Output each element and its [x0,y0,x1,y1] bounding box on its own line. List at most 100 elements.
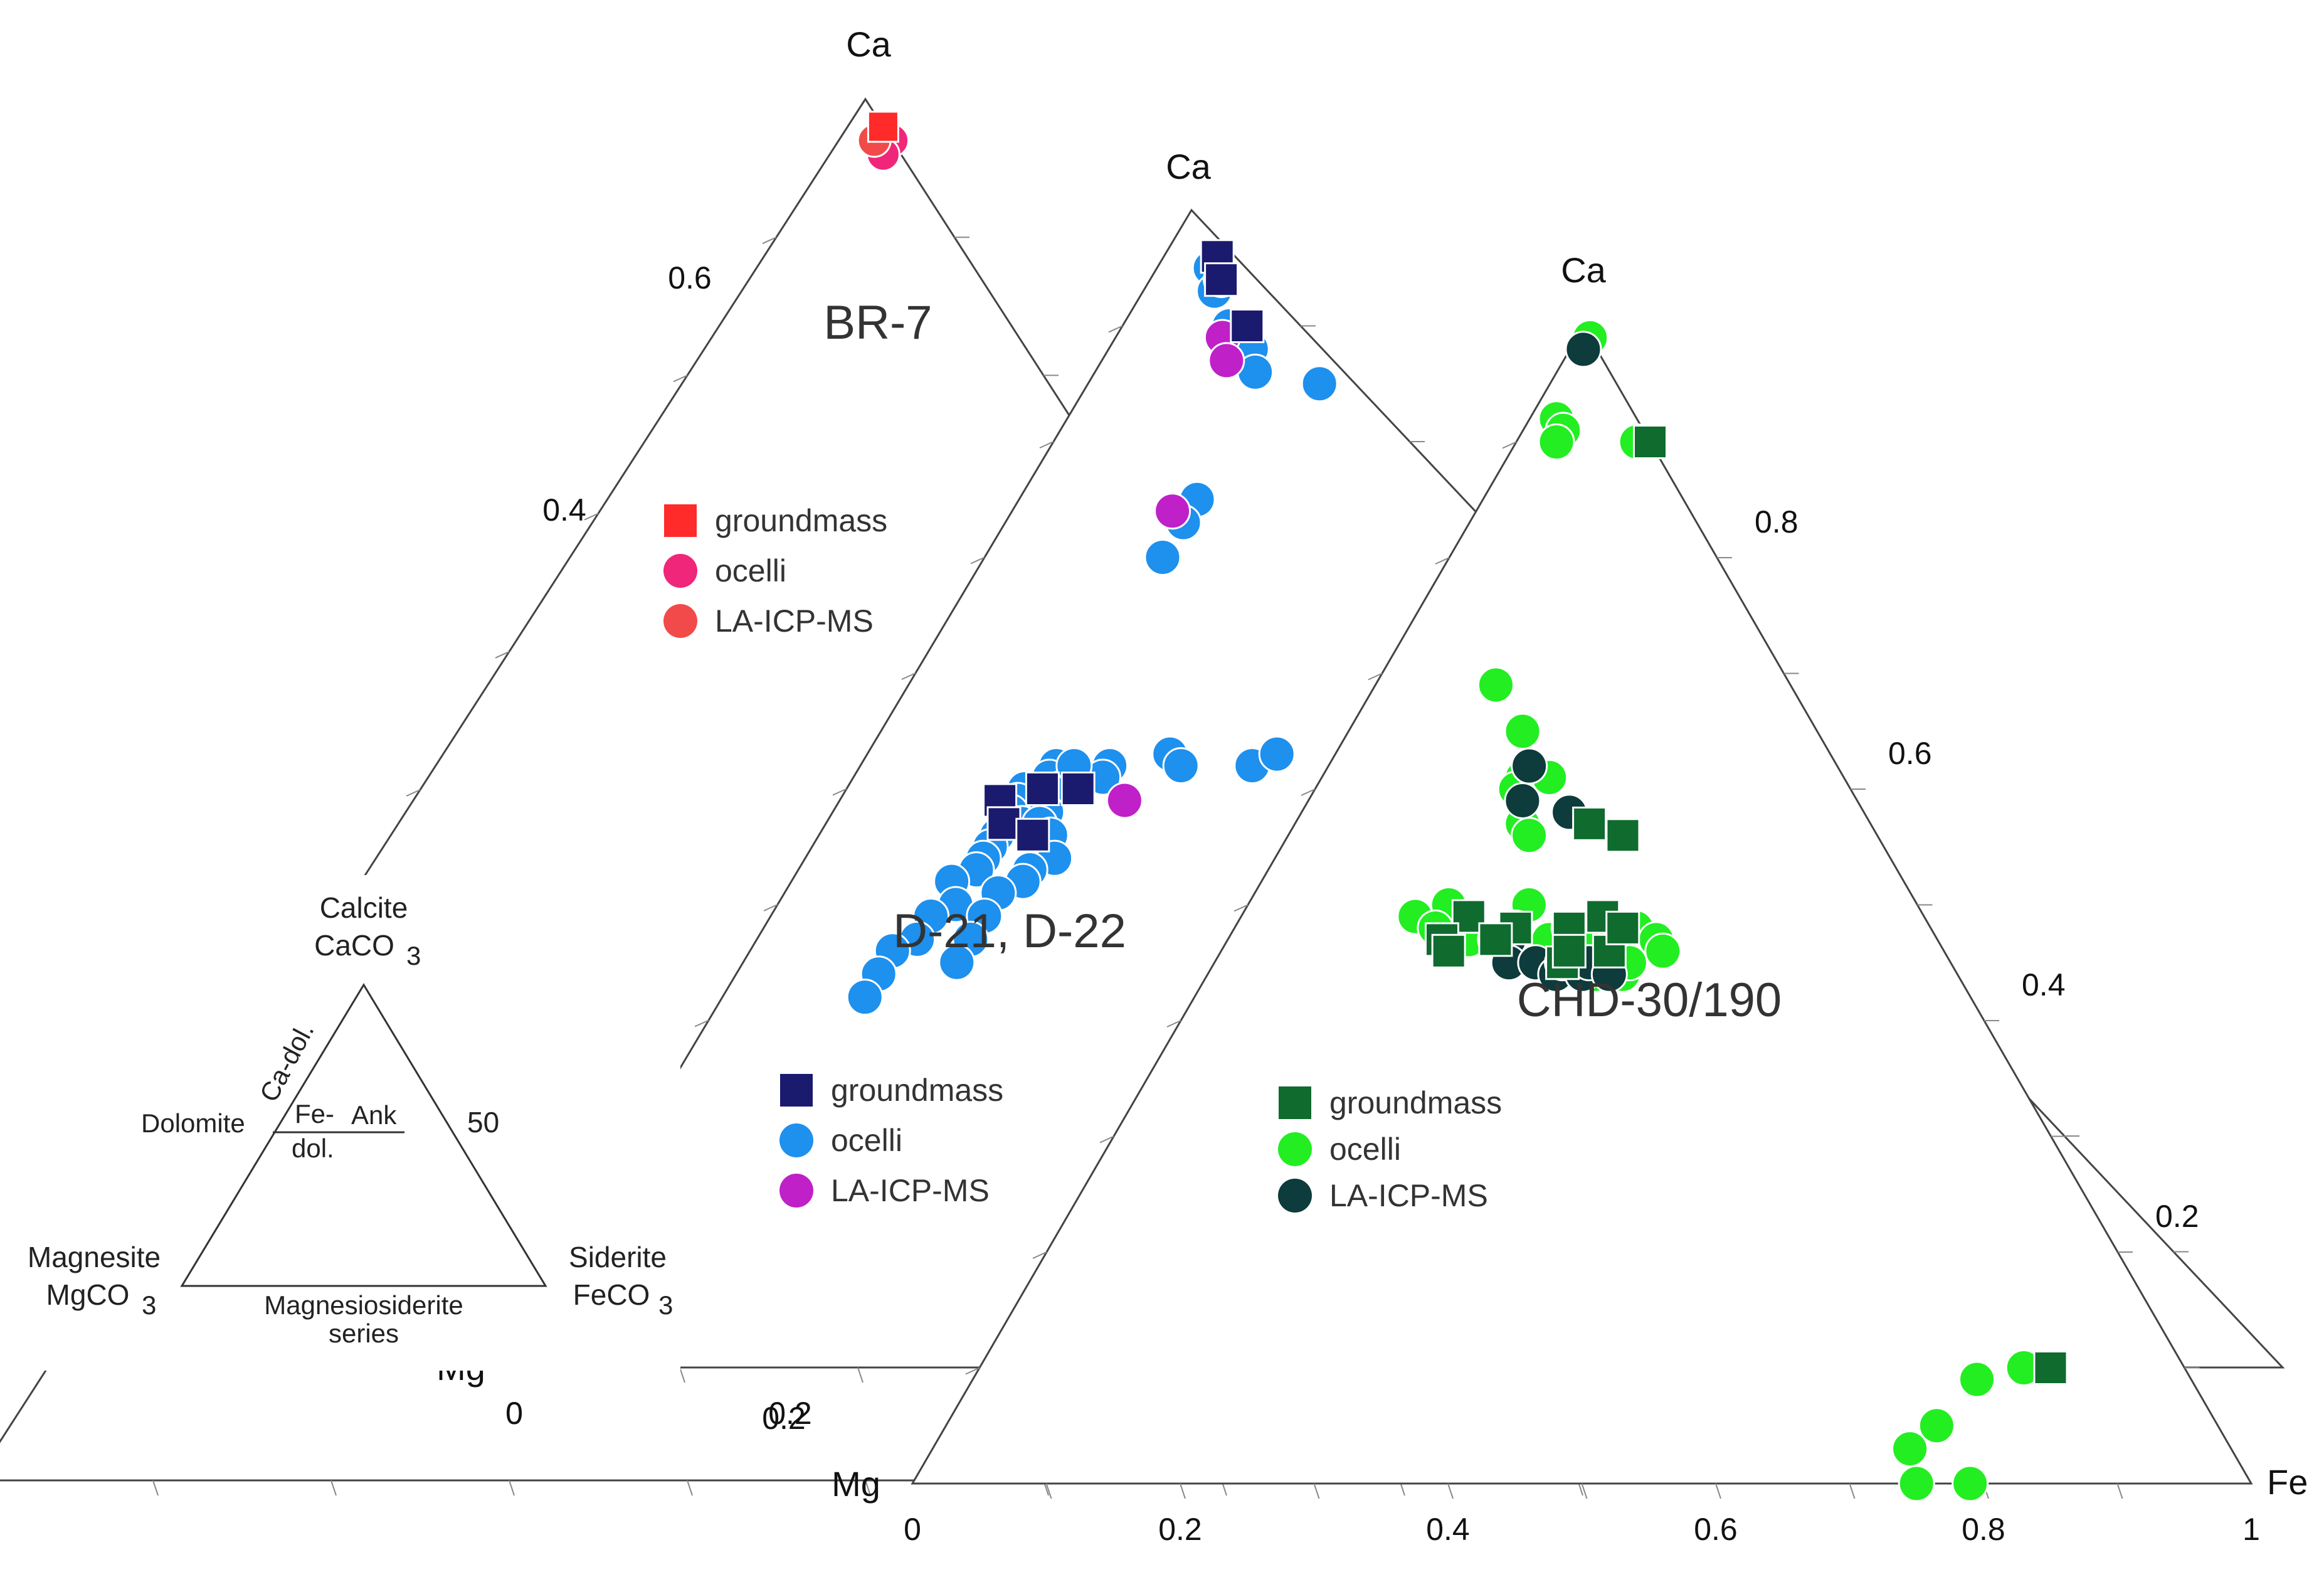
axis-tick [1099,1135,1114,1144]
axis-tick [2116,1483,2123,1499]
legend: groundmass ocelli LA-ICP-MS [663,503,887,639]
axis-tick [1581,1483,1588,1499]
data-point-la-icp-ms [1106,782,1143,819]
axis-tick [1233,904,1249,912]
data-point-la-icp-ms [1154,492,1191,530]
axis-tick [763,904,778,911]
legend-marker-circle [779,1123,813,1157]
axis-tick [1447,1483,1454,1499]
data-point-groundmass [1060,772,1096,806]
vertex-label-ca: Ca [1166,147,1211,186]
tick-label: 0.6 [668,260,712,295]
legend-marker-circle [1278,1132,1312,1166]
schema-series-label: Magnesiosiderite [264,1290,463,1320]
tick-label: 0.4 [542,492,586,528]
axis-tick [1032,1251,1047,1259]
legend-marker-circle [779,1174,813,1208]
tick-label-right: 0.4 [2022,967,2066,1002]
axis-tick [694,1019,709,1027]
tick-label-right: 0.2 [2155,1199,2199,1234]
legend-label: groundmass [1329,1085,1502,1120]
panel-1-extra: 0 [505,1396,523,1431]
data-point-ocelli [1891,1430,1929,1468]
legend-label: ocelli [715,553,786,588]
data-point-groundmass [986,806,1022,841]
panel-title: CHD-30/190 [1517,974,1782,1027]
legend-marker-circle [1278,1179,1312,1213]
data-point-groundmass [1633,425,1667,459]
data-point-ocelli [1898,1465,1935,1502]
data-point-ocelli [1162,747,1200,785]
legend-marker-square [780,1074,813,1107]
schema-ankerite-label: Ank [351,1100,397,1130]
legend-marker-circle [663,604,697,638]
data-point-groundmass [1230,309,1265,343]
tick-label-zero: 0 [505,1396,523,1431]
axis-tick [1108,325,1123,333]
data-point-ocelli [1258,735,1296,773]
data-point-groundmass [1605,818,1640,853]
schema-subscript: 3 [658,1290,673,1320]
legend-label: LA-ICP-MS [715,603,874,639]
axis-tick [1435,557,1450,565]
schema-subscript: 3 [142,1290,156,1320]
data-point-ocelli [1504,713,1541,750]
schema-series-label-2: series [329,1319,399,1348]
data-point-ocelli [846,979,884,1016]
tick-label-bottom: 0.6 [1694,1512,1738,1547]
data-point-la-icp-ms [1565,331,1602,368]
legend-label: ocelli [1329,1132,1401,1167]
legend-label: groundmass [831,1073,1003,1108]
axis-tick [762,236,777,245]
axis-tick [1368,672,1383,681]
axis-tick [584,512,599,521]
legend-label: LA-ICP-MS [1329,1178,1488,1213]
legend-marker-square [664,504,697,537]
tick-label-bottom: 0.8 [1962,1512,2005,1547]
schema-siderite-formula: FeCO [573,1278,650,1311]
axis-tick [152,1480,159,1496]
data-point-ocelli [1144,539,1181,576]
axis-tick [901,672,916,680]
axis-tick [1039,441,1054,449]
schema-fe-dol-label-2: dol. [292,1134,334,1163]
data-point-groundmass [1025,772,1060,806]
axis-tick [687,1480,693,1496]
tick-label-bottom: 1 [2242,1512,2260,1547]
schema-magnesite-label: Magnesite [28,1241,161,1273]
axis-tick [406,789,421,797]
legend-label: ocelli [831,1123,902,1158]
tick-label-right: 0.8 [1755,504,1798,539]
axis-tick [970,556,985,565]
schema-subscript: 3 [406,941,421,970]
axis-tick [509,1480,515,1496]
legend: groundmass ocelli LA-ICP-MS [779,1073,1003,1208]
schema-siderite-label: Siderite [569,1241,667,1273]
schema-magnesite-formula: MgCO [46,1278,130,1311]
legend-marker-circle [663,554,697,588]
axis-tick [965,1367,980,1375]
data-point-ocelli [1918,1407,1955,1445]
schema-dolomite-label: Dolomite [141,1108,245,1138]
axis-tick [495,650,510,659]
data-point-ocelli [1477,666,1514,704]
data-point-groundmass [1478,922,1513,957]
tick-label: 0.2 [768,1396,812,1431]
axis-tick [1849,1483,1856,1499]
ternary-panel-3: CHD-30/190 Ca Mg Fe 0 0.2 0.4 0.6 0.8 1 0.2 0.4 0.6 0… [832,250,2308,1547]
vertex-label-fe: Fe [2267,1462,2308,1502]
data-point-groundmass [1204,262,1239,297]
data-point-groundmass [2033,1351,2068,1385]
axis-tick [1502,441,1517,449]
tick-label: 0.2 [762,1401,806,1436]
axis-tick [865,1480,871,1496]
axis-tick [1301,788,1316,796]
tick-label-bottom: 0.4 [1426,1512,1470,1547]
legend-label: LA-ICP-MS [831,1173,990,1208]
data-point-ocelli [1952,1465,1989,1502]
vertex-label-ca: Ca [1561,250,1606,290]
data-point-groundmass [867,110,899,143]
tick-label: 0 [505,1396,523,1431]
schema-background [0,875,680,1371]
